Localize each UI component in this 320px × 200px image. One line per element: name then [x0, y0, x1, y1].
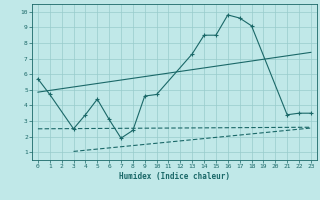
X-axis label: Humidex (Indice chaleur): Humidex (Indice chaleur) [119, 172, 230, 181]
